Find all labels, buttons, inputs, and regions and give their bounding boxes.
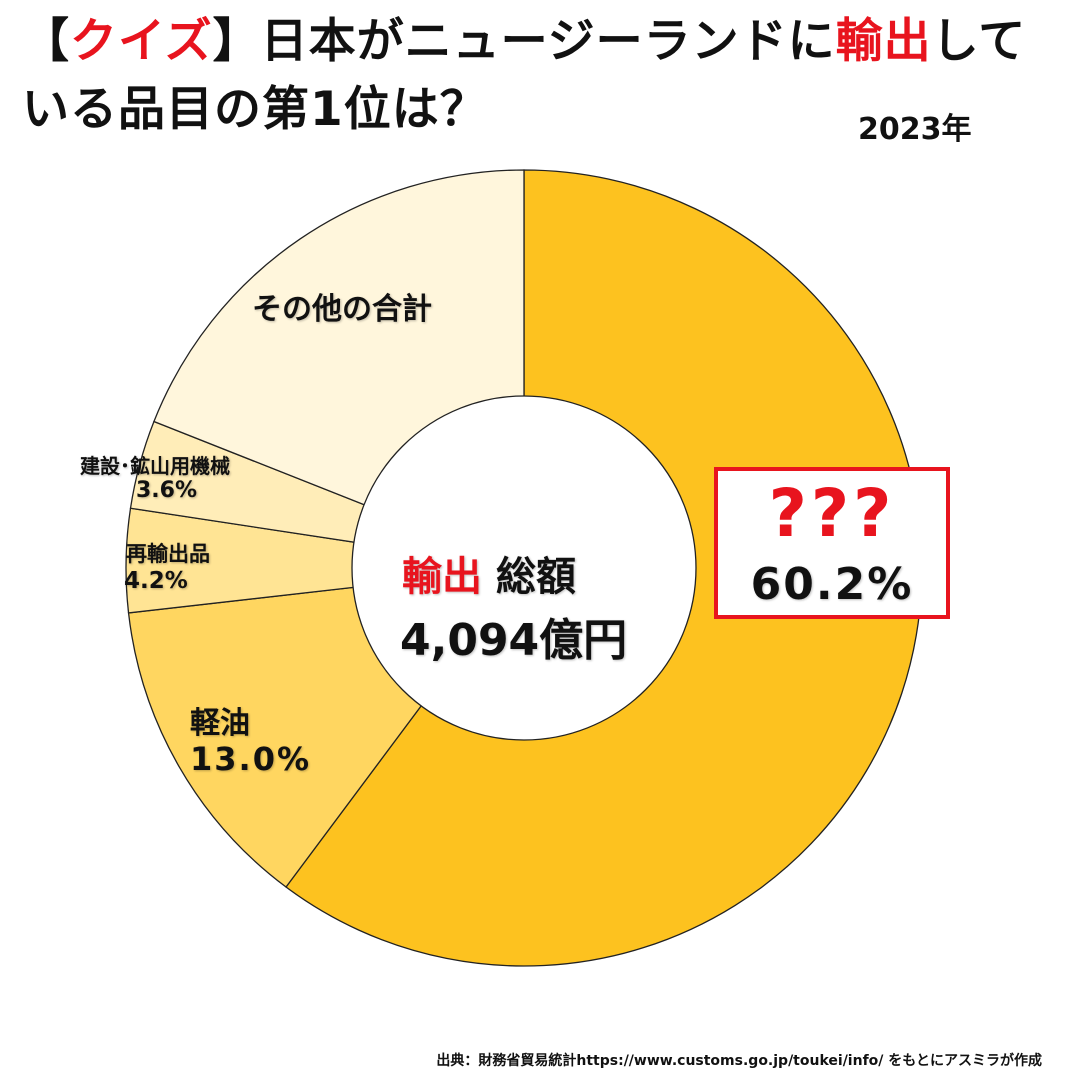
page-title: 【クイズ】日本がニュージーランドに輸出して いる品目の第1位は？	[22, 8, 1026, 144]
label-saiyushutsu-name: 再輸出品	[126, 542, 210, 566]
label-kensetsu-name: 建設･鉱山用機械	[80, 454, 230, 478]
title-highlight: 輸出	[835, 14, 932, 69]
center-highlight: 輸出	[402, 554, 482, 600]
center-title: 輸出 総額	[402, 544, 576, 602]
question-marks: ???	[768, 475, 896, 552]
label-keiyu-value: 13.0%	[190, 740, 312, 778]
center-label: 総額	[496, 554, 576, 600]
title-line-2: いる品目の第1位は？	[22, 82, 488, 137]
source-note: 出典：財務省貿易統計https://www.customs.go.jp/touk…	[436, 1053, 1042, 1069]
bracket-close: 】	[212, 14, 261, 69]
center-total: 4,094億円	[400, 615, 628, 666]
answer-box: ??? 60.2%	[714, 467, 950, 619]
label-keiyu-name: 軽油	[190, 706, 250, 741]
label-kensetsu-value: 3.6%	[136, 478, 198, 503]
label-others: その他の合計	[252, 292, 432, 327]
title-line-1: 【クイズ】日本がニュージーランドに輸出して	[22, 8, 1026, 76]
title-main: 日本がニュージーランドに	[260, 14, 836, 69]
year-label: 2023年	[858, 112, 972, 147]
donut-hole	[351, 395, 697, 741]
title-end: して	[931, 14, 1027, 69]
label-saiyushutsu-value: 4.2%	[124, 568, 188, 594]
bracket-open: 【	[22, 14, 70, 69]
answer-percent: 60.2%	[750, 559, 914, 610]
quiz-label: クイズ	[70, 14, 213, 69]
